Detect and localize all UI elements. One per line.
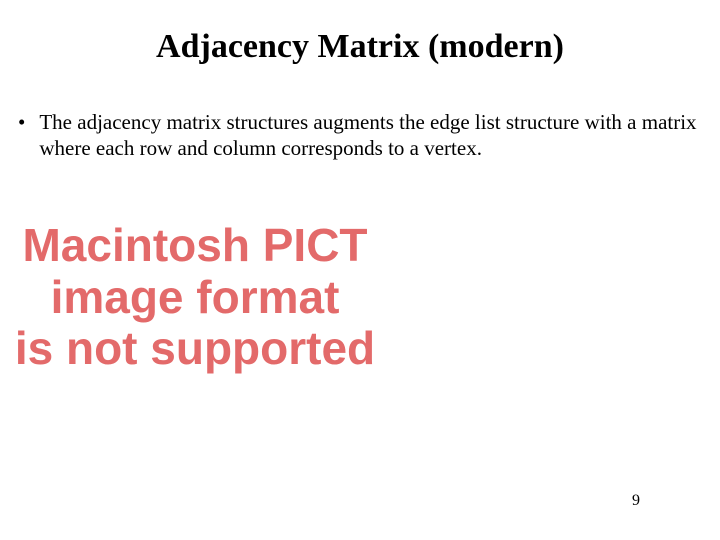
slide-title: Adjacency Matrix (modern) [90,28,630,66]
page-number: 9 [632,492,640,510]
pict-error-message: Macintosh PICT image format is not suppo… [10,220,380,375]
pict-error-line-3: is not supported [10,323,380,375]
slide: Adjacency Matrix (modern) • The adjacenc… [0,0,720,540]
pict-error-line-2: image format [10,272,380,324]
bullet-marker: • [18,110,25,136]
pict-error-line-1: Macintosh PICT [10,220,380,272]
bullet-text: The adjacency matrix structures augments… [39,110,708,161]
bullet-item: • The adjacency matrix structures augmen… [18,110,708,161]
